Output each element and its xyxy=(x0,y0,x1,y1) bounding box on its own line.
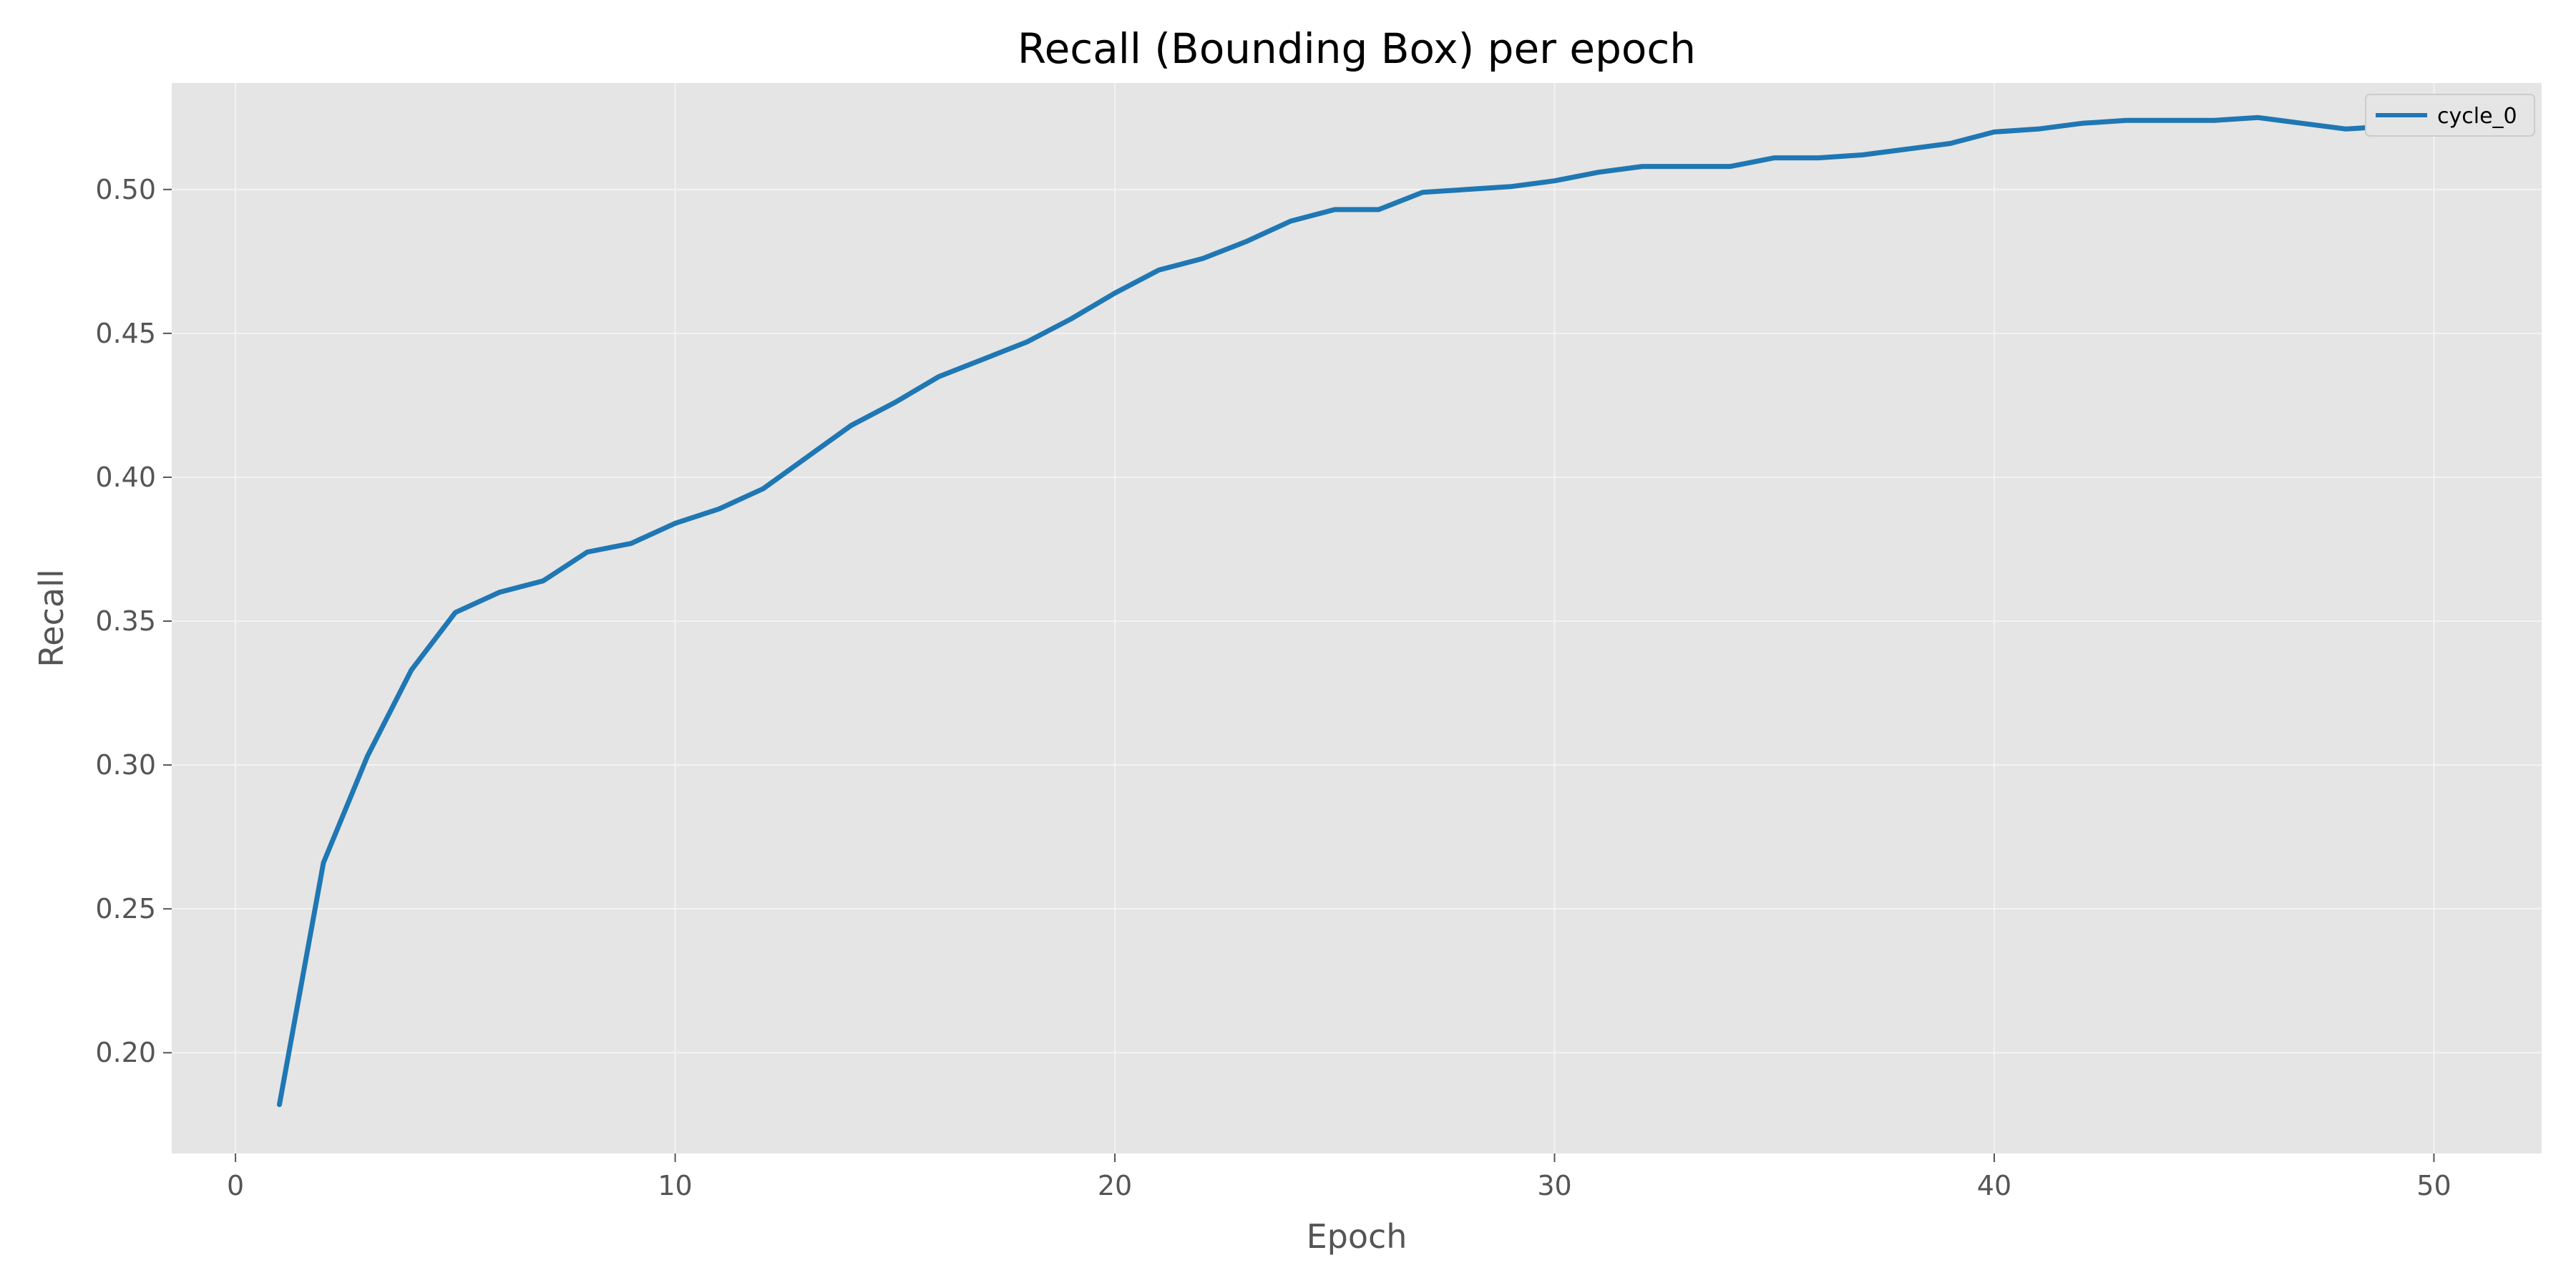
x-tick-label: 40 xyxy=(1977,1170,2011,1201)
legend-label-cycle-0: cycle_0 xyxy=(2437,104,2517,129)
axis-ticks: 0 10 20 30 40 50 0.20 0.25 0.30 0.35 0.40 0.45 0.50 xyxy=(95,174,2451,1201)
x-tick-label: 20 xyxy=(1098,1170,1132,1201)
x-tick-label: 30 xyxy=(1537,1170,1571,1201)
series-line-cycle-0 xyxy=(277,114,2436,1108)
y-tick-label: 0.30 xyxy=(95,749,156,781)
x-axis-label: Epoch xyxy=(1307,1217,1407,1256)
y-tick-label: 0.45 xyxy=(95,318,156,349)
series-layer xyxy=(277,114,2436,1108)
x-tick-label: 0 xyxy=(227,1170,244,1201)
legend: cycle_0 xyxy=(2365,94,2535,137)
chart-title: Recall (Bounding Box) per epoch xyxy=(1018,24,1696,73)
x-tick-label: 10 xyxy=(658,1170,692,1201)
y-tick-label: 0.35 xyxy=(95,605,156,637)
y-tick-label: 0.50 xyxy=(95,174,156,205)
y-tick-label: 0.25 xyxy=(95,893,156,924)
grid xyxy=(172,83,2542,1153)
y-tick-label: 0.40 xyxy=(95,462,156,493)
y-tick-label: 0.20 xyxy=(95,1037,156,1068)
y-axis-label: Recall xyxy=(32,569,71,667)
legend-box xyxy=(2365,94,2535,137)
plot-area xyxy=(172,83,2542,1153)
x-tick-label: 50 xyxy=(2416,1170,2451,1201)
